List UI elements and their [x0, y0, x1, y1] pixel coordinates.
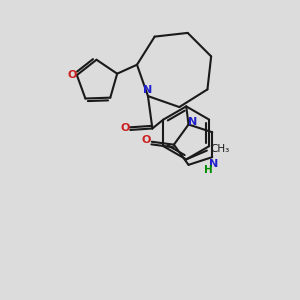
- Text: N: N: [143, 85, 153, 94]
- Text: H: H: [204, 164, 213, 175]
- Text: N: N: [188, 117, 198, 127]
- Text: CH₃: CH₃: [210, 144, 230, 154]
- Text: O: O: [120, 124, 130, 134]
- Text: O: O: [68, 70, 77, 80]
- Text: N: N: [209, 159, 218, 169]
- Text: O: O: [142, 135, 151, 145]
